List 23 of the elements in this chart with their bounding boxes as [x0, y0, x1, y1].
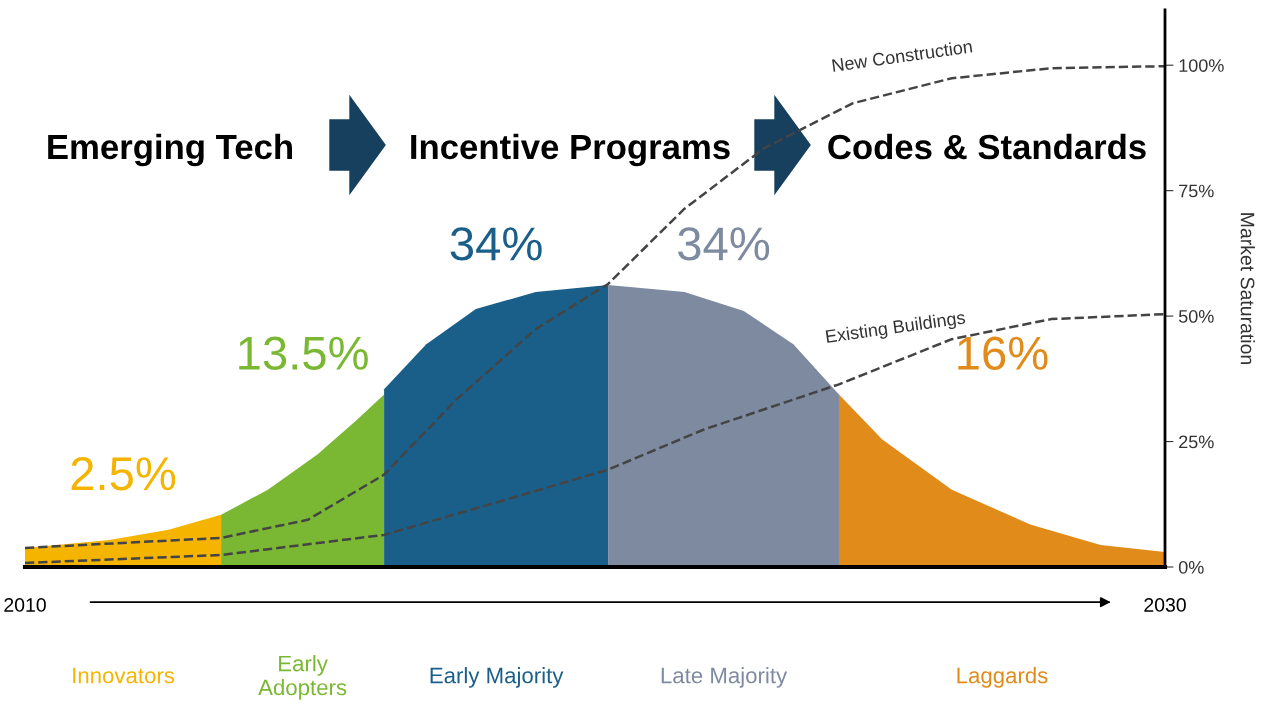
- x-tick-label: 2030: [1144, 598, 1186, 612]
- annotation: 16%: [958, 336, 1048, 370]
- y-tick-label: 0%: [1178, 560, 1204, 574]
- annotation: Incentive Programs: [411, 133, 730, 167]
- annotation: Emerging Tech: [48, 133, 292, 167]
- text: Early Majority: [430, 667, 564, 688]
- y-axis-title: Market Saturation: [1240, 213, 1255, 364]
- text: Innovators: [73, 667, 175, 684]
- y-tick-label: 25%: [1179, 435, 1214, 449]
- x-tick-label: 2010: [4, 598, 46, 612]
- y-tick-label: 100%: [1179, 59, 1224, 72]
- y-tick-label: 75%: [1179, 184, 1214, 198]
- annotation: 34%: [678, 227, 770, 261]
- y-tick-label: 50%: [1178, 310, 1214, 323]
- annotation: 13.5%: [239, 336, 368, 370]
- line-series: [25, 312, 1165, 565]
- annotation: Codes & Standards: [828, 133, 1146, 160]
- text: Late Majority: [661, 667, 788, 688]
- text: Laggards: [957, 667, 1048, 688]
- text: Early Adopters: [258, 655, 347, 700]
- annotation: 2.5%: [71, 456, 176, 491]
- text: New Construction: [831, 39, 973, 72]
- annotation: 34%: [450, 227, 542, 261]
